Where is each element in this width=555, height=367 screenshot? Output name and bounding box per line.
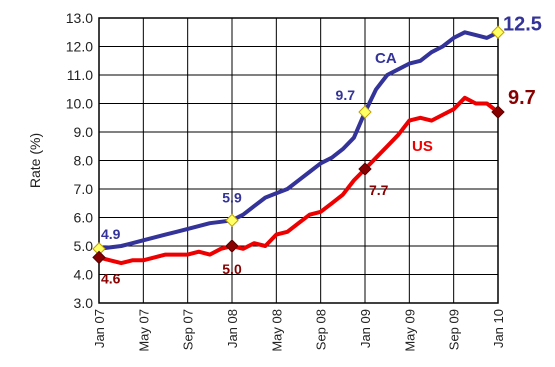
y-tick-label: 11.0 bbox=[67, 67, 93, 83]
series-label-us: US bbox=[412, 138, 433, 155]
axes: 3.0 4.0 5.0 6.0 7.0 8.0 9.0 10.0 11.0 12.0 13.0 Jan… bbox=[27, 10, 506, 352]
x-tick-label: Jan 10 bbox=[491, 309, 506, 348]
x-tick-label: Sep 07 bbox=[181, 309, 196, 350]
point-marker-us_jan10 bbox=[491, 105, 505, 119]
y-tick-label: 10.0 bbox=[66, 96, 93, 112]
series-line-ca bbox=[97, 30, 500, 251]
point-marker-ca_jan10 bbox=[491, 25, 505, 39]
y-tick-label: 3.0 bbox=[74, 295, 94, 311]
y-tick-label: 5.0 bbox=[74, 238, 94, 254]
data-label-us_jan10: 9.7 bbox=[508, 87, 536, 109]
series-line-us bbox=[97, 95, 500, 266]
grid bbox=[98, 17, 499, 304]
y-axis-label: Rate (%) bbox=[27, 133, 43, 188]
y-tick-label: 9.0 bbox=[74, 124, 94, 140]
y-tick-label: 12.0 bbox=[66, 39, 93, 55]
point-marker-us_jan09 bbox=[358, 162, 372, 176]
x-tick-label: Jan 07 bbox=[92, 309, 107, 348]
y-tick-label: 4.0 bbox=[74, 267, 94, 283]
point-marker-us_jan08 bbox=[225, 239, 239, 253]
data-label-us_jan08: 5.0 bbox=[222, 261, 242, 277]
x-tick-label: Jan 09 bbox=[358, 309, 373, 348]
series bbox=[97, 30, 500, 266]
series-label-ca: CA bbox=[375, 50, 397, 67]
data-label-us_jan09: 7.7 bbox=[369, 182, 389, 198]
point-marker-ca_jan09 bbox=[358, 105, 372, 119]
plot-frame bbox=[98, 17, 499, 304]
y-tick-label: 7.0 bbox=[74, 181, 94, 197]
point-marker-us_jan07 bbox=[92, 250, 106, 265]
point-marker-ca_jan08 bbox=[225, 213, 239, 228]
x-tick-label: May 09 bbox=[402, 309, 417, 352]
data-label-us_jan07: 4.6 bbox=[101, 270, 121, 286]
labels: CA US 4.9 5.9 9.7 12.5 4.6 5.0 7.7 9.7 bbox=[101, 13, 542, 286]
x-tick-label: Sep 08 bbox=[314, 309, 329, 350]
data-label-ca_jan08: 5.9 bbox=[222, 189, 242, 205]
x-tick-label: May 07 bbox=[136, 309, 151, 352]
data-label-ca_jan09: 9.7 bbox=[336, 87, 356, 103]
y-tick-label: 8.0 bbox=[74, 153, 94, 169]
y-tick-label: 13.0 bbox=[66, 10, 93, 26]
data-label-ca_jan07: 4.9 bbox=[101, 226, 121, 242]
x-tick-label: Jan 08 bbox=[225, 309, 240, 348]
x-tick-label: Sep 09 bbox=[447, 309, 462, 350]
y-tick-label: 6.0 bbox=[74, 210, 94, 226]
markers bbox=[92, 25, 505, 265]
x-tick-label: May 08 bbox=[269, 309, 284, 352]
data-label-ca_jan10: 12.5 bbox=[503, 13, 542, 35]
